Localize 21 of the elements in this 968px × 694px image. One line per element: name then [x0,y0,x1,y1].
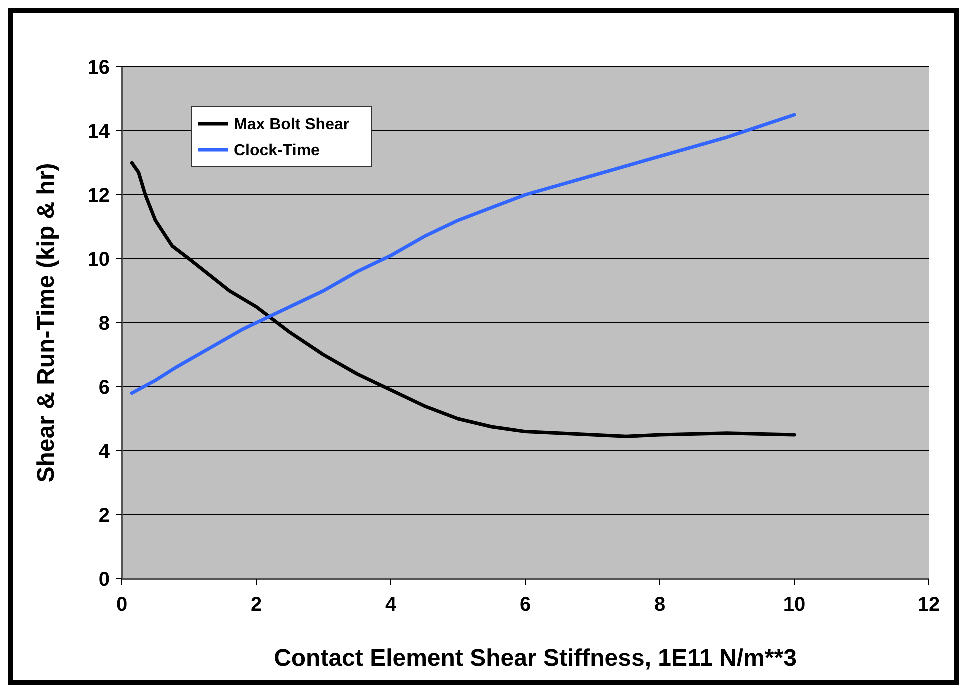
x-tick-label: 10 [783,594,806,616]
line-series [130,113,796,396]
y-tick-label: 6 [98,377,110,399]
x-tick-label: 2 [250,594,262,616]
y-tick-label: 10 [88,249,110,271]
y-tick-label: 8 [98,313,110,335]
x-tick-label: 8 [654,594,666,616]
x-tick-label: 0 [116,594,128,616]
legend-label: Max Bolt Shear [234,116,350,134]
x-axis-title: Contact Element Shear Stiffness, 1E11 N/m**3 [274,645,797,672]
y-tick-label: 14 [88,121,111,143]
x-tick-label: 12 [918,594,940,616]
y-axis-title: Shear & Run-Time (kip & hr) [33,163,60,483]
y-tick-label: 12 [88,185,110,207]
legend-label: Clock-Time [234,142,320,160]
x-tick-label: 6 [520,594,532,616]
y-tick-label: 16 [88,57,110,79]
y-tick-label: 4 [98,441,111,463]
y-tick-label: 2 [98,505,110,527]
x-tick-label: 4 [385,594,398,616]
y-tick-label: 0 [98,569,110,591]
